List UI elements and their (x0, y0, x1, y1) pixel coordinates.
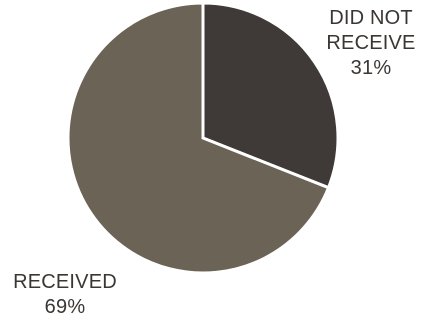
pie-slice-did-not-receive (201, 1, 340, 190)
slice-label-received: RECEIVED 69% (0, 270, 130, 320)
slice-value-label: 69% (44, 296, 86, 318)
slice-label-line: RECEIVE (326, 32, 416, 54)
slice-value-label: 31% (350, 57, 392, 79)
slice-label-line: DID NOT (329, 7, 413, 29)
slice-label-line: RECEIVED (13, 271, 117, 293)
pie-slice-received (66, 1, 331, 275)
pie-slices (66, 1, 340, 275)
slice-label-did-not-receive: DID NOT RECEIVE 31% (311, 6, 431, 81)
